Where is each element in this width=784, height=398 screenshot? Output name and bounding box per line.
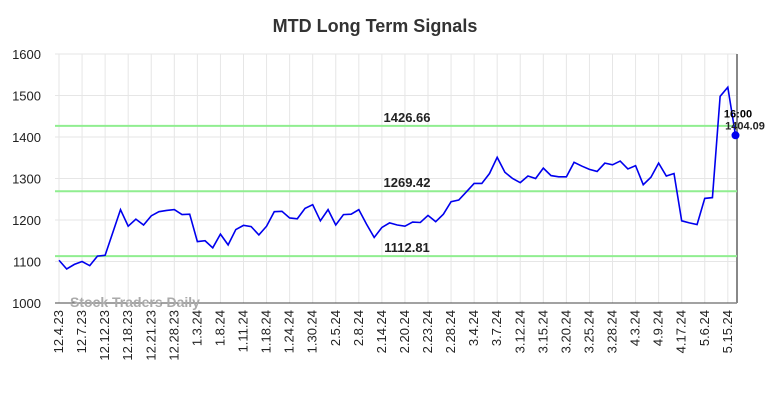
x-tick-label: 5.15.24 — [720, 310, 735, 353]
signal-label: 1426.66 — [384, 110, 431, 125]
x-tick-label: 1.18.24 — [259, 310, 274, 353]
y-tick-label: 1500 — [12, 89, 41, 104]
x-tick-label: 3.12.24 — [512, 310, 527, 353]
last-value-label: 1404.09 — [725, 120, 765, 132]
x-tick-label: 12.12.23 — [97, 310, 112, 361]
chart-title: MTD Long Term Signals — [273, 16, 478, 36]
y-tick-label: 1100 — [13, 255, 41, 270]
x-tick-label: 2.8.24 — [351, 310, 366, 346]
x-tick-label: 2.5.24 — [328, 310, 343, 346]
x-tick-label: 4.17.24 — [674, 310, 689, 353]
watermark: Stock Traders Daily — [70, 294, 200, 310]
x-tick-label: 3.28.24 — [605, 310, 620, 353]
x-tick-label: 12.4.23 — [51, 310, 66, 353]
x-tick-label: 5.6.24 — [697, 310, 712, 346]
x-tick-label: 2.14.24 — [374, 310, 389, 353]
signal-label: 1112.81 — [384, 240, 430, 255]
y-tick-label: 1200 — [12, 213, 41, 228]
x-tick-label: 1.8.24 — [212, 310, 227, 346]
price-line — [58, 85, 737, 270]
x-tick-label: 2.20.24 — [397, 310, 412, 353]
x-tick-label: 3.15.24 — [535, 310, 550, 353]
x-tick-label: 12.7.23 — [74, 310, 89, 353]
x-tick-label: 1.3.24 — [189, 310, 204, 346]
x-tick-label: 3.25.24 — [581, 310, 596, 353]
x-tick-label: 1.30.24 — [305, 310, 320, 353]
last-time-label: 16:00 — [724, 108, 752, 120]
x-tick-label: 3.20.24 — [558, 310, 573, 353]
x-tick-label: 2.23.24 — [420, 310, 435, 353]
x-tick-label: 1.11.24 — [236, 310, 251, 352]
y-tick-label: 1300 — [12, 172, 41, 187]
x-tick-label: 12.21.23 — [143, 310, 158, 361]
y-tick-label: 1000 — [12, 296, 41, 311]
signal-label: 1269.42 — [384, 175, 431, 190]
x-tick-label: 3.7.24 — [489, 310, 504, 346]
y-tick-label: 1600 — [12, 47, 41, 62]
last-point — [731, 131, 740, 140]
x-tick-label: 12.28.23 — [166, 310, 181, 361]
x-tick-label: 4.3.24 — [628, 310, 643, 346]
x-tick-label: 2.28.24 — [443, 310, 458, 353]
x-tick-label: 1.24.24 — [282, 310, 297, 353]
x-tick-label: 3.4.24 — [466, 310, 481, 346]
x-tick-label: 12.18.23 — [120, 310, 135, 361]
x-tick-label: 4.9.24 — [651, 310, 666, 346]
y-tick-label: 1400 — [12, 130, 41, 145]
